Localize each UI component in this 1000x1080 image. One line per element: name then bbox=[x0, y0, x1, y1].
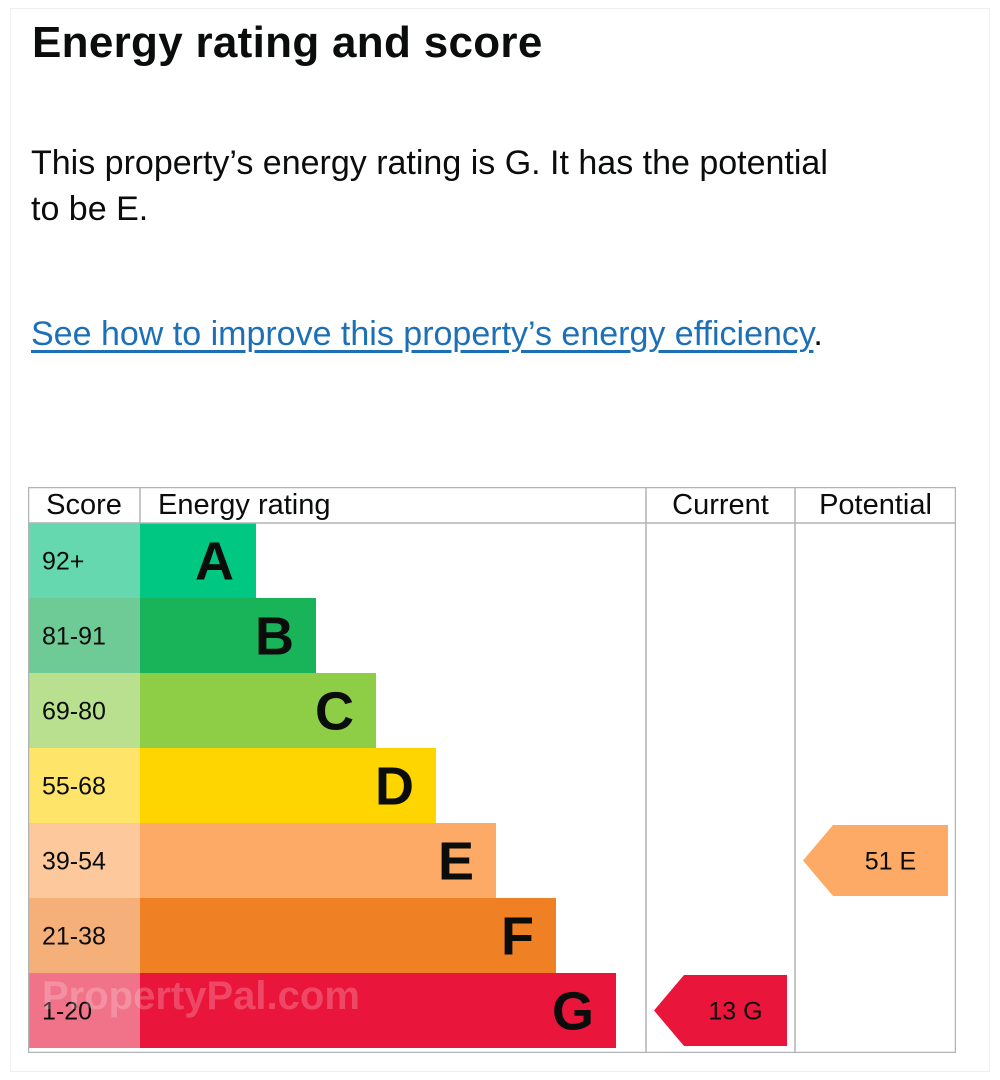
rating-bar-d bbox=[140, 748, 436, 823]
energy-rating-svg: Score Energy rating Current Potential 92+ A 81… bbox=[27, 486, 957, 1054]
rating-letter-b: B bbox=[255, 607, 294, 667]
score-label-b: 81-91 bbox=[42, 623, 106, 651]
score-cell-b bbox=[28, 598, 140, 673]
score-cell-e bbox=[28, 823, 140, 898]
score-cell-a bbox=[28, 523, 140, 598]
score-label-a: 92+ bbox=[42, 548, 84, 576]
rating-bar-f bbox=[140, 898, 556, 973]
score-cell-f bbox=[28, 898, 140, 973]
page-title: Energy rating and score bbox=[32, 18, 543, 67]
rating-summary: This property’s energy rating is G. It h… bbox=[31, 144, 828, 228]
rating-letter-d: D bbox=[375, 757, 414, 817]
potential-rating-label: 51 E bbox=[865, 848, 916, 876]
energy-rating-chart: Score Energy rating Current Potential 92+ A 81… bbox=[27, 486, 957, 1054]
header-potential: Potential bbox=[819, 489, 932, 521]
rating-letter-c: C bbox=[315, 682, 354, 742]
score-label-d: 55-68 bbox=[42, 773, 106, 801]
page-frame bbox=[10, 8, 990, 1072]
improve-link-suffix: . bbox=[813, 315, 823, 353]
rating-letter-a: A bbox=[195, 532, 234, 592]
score-label-f: 21-38 bbox=[42, 923, 106, 951]
header-current: Current bbox=[672, 489, 769, 521]
rating-bar-c bbox=[140, 673, 376, 748]
rating-bar-b bbox=[140, 598, 316, 673]
rating-bar-a bbox=[140, 523, 256, 598]
rating-letter-g: G bbox=[552, 982, 594, 1042]
rating-letter-f: F bbox=[501, 907, 534, 967]
score-cell-c bbox=[28, 673, 140, 748]
score-label-e: 39-54 bbox=[42, 848, 106, 876]
rating-letter-e: E bbox=[438, 832, 474, 892]
score-label-g: 1-20 bbox=[42, 998, 92, 1026]
potential-rating-arrow bbox=[803, 825, 948, 896]
improve-efficiency-link[interactable]: See how to improve this property’s energ… bbox=[31, 315, 814, 353]
header-energy-rating: Energy rating bbox=[158, 489, 331, 521]
rating-bar-e bbox=[140, 823, 496, 898]
watermark-logo: PropertyPal.com bbox=[42, 974, 360, 1018]
score-label-c: 69-80 bbox=[42, 698, 106, 726]
current-rating-arrow bbox=[654, 975, 787, 1046]
rating-bar-g bbox=[140, 973, 616, 1048]
score-cell-d bbox=[28, 748, 140, 823]
score-cell-g bbox=[28, 973, 140, 1048]
current-rating-label: 13 G bbox=[708, 998, 762, 1026]
improve-paragraph: See how to improve this property’s energ… bbox=[31, 311, 851, 357]
table-border bbox=[27, 486, 957, 1054]
header-score: Score bbox=[46, 489, 122, 521]
